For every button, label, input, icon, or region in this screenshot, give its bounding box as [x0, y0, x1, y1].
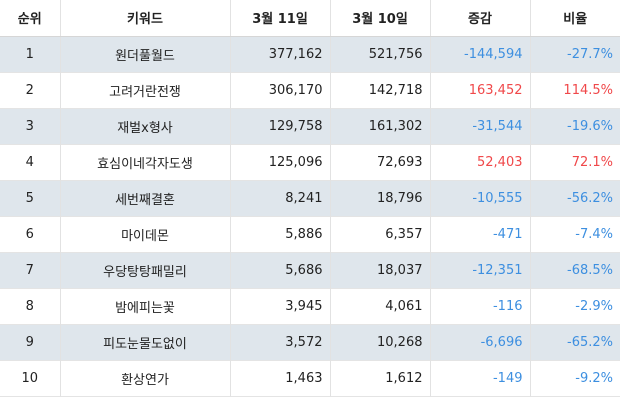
- keyword-cell: 우당탕탕패밀리: [60, 252, 231, 288]
- mar10-cell: 6,357: [330, 216, 431, 252]
- ratio-cell: -65.2%: [567, 334, 613, 350]
- keyword-cell: 피도눈물도없이: [60, 324, 231, 360]
- table-header: 순위 키워드 3월 11일 3월 10일 증감 비율: [0, 0, 620, 37]
- table-body: 1 원더풀월드 377,162 521,756 -144,594 -27.7% …: [0, 36, 620, 396]
- table-row[interactable]: 3 재벌x형사 129,758 161,302 -31,544 -19.6%: [0, 108, 620, 144]
- mar11-cell: 5,886: [230, 216, 331, 252]
- keyword-cell: 환상연가: [60, 360, 231, 396]
- rank-cell: 6: [0, 216, 61, 252]
- keyword-cell: 고려거란전쟁: [60, 72, 231, 108]
- mar11-cell: 3,572: [230, 324, 331, 360]
- table-row[interactable]: 9 피도눈물도없이 3,572 10,268 -6,696 -65.2%: [0, 324, 620, 360]
- table-row[interactable]: 2 고려거란전쟁 306,170 142,718 163,452 114.5%: [0, 72, 620, 108]
- mar11-cell: 5,686: [230, 252, 331, 288]
- change-cell: -149: [430, 360, 531, 396]
- mar11-cell: 3,945: [230, 288, 331, 324]
- rank-cell: 9: [0, 324, 61, 360]
- table-row[interactable]: 4 효심이네각자도생 125,096 72,693 52,403 72.1%: [0, 144, 620, 180]
- mar10-cell: 18,796: [330, 180, 431, 216]
- ratio-cell: -68.5%: [567, 262, 613, 278]
- mar10-cell: 72,693: [330, 144, 431, 180]
- mar11-cell: 8,241: [230, 180, 331, 216]
- table-row[interactable]: 1 원더풀월드 377,162 521,756 -144,594 -27.7%: [0, 36, 620, 72]
- change-cell: -12,351: [430, 252, 531, 288]
- rank-cell: 10: [0, 360, 61, 396]
- change-cell: -116: [430, 288, 531, 324]
- table-row[interactable]: 6 마이데몬 5,886 6,357 -471 -7.4%: [0, 216, 620, 252]
- change-cell: -10,555: [430, 180, 531, 216]
- header-keyword[interactable]: 키워드: [60, 0, 231, 37]
- mar10-cell: 161,302: [330, 108, 431, 144]
- ratio-cell: 72.1%: [571, 154, 613, 170]
- mar11-cell: 306,170: [230, 72, 331, 108]
- header-mar11[interactable]: 3월 11일: [230, 0, 331, 37]
- rank-cell: 7: [0, 252, 61, 288]
- keyword-cell: 세번째결혼: [60, 180, 231, 216]
- change-cell: 163,452: [430, 72, 531, 108]
- change-cell: -144,594: [430, 36, 531, 72]
- table-row[interactable]: 5 세번째결혼 8,241 18,796 -10,555 -56.2%: [0, 180, 620, 216]
- header-change[interactable]: 증감: [430, 0, 531, 37]
- ratio-cell: -27.7%: [567, 46, 613, 62]
- change-cell: -471: [430, 216, 531, 252]
- ratio-cell: -19.6%: [567, 118, 613, 134]
- ratio-cell: -7.4%: [575, 226, 613, 242]
- mar11-cell: 1,463: [230, 360, 331, 396]
- mar10-cell: 18,037: [330, 252, 431, 288]
- rank-cell: 5: [0, 180, 61, 216]
- rank-cell: 1: [0, 36, 61, 72]
- keyword-cell: 마이데몬: [60, 216, 231, 252]
- mar11-cell: 125,096: [230, 144, 331, 180]
- mar10-cell: 521,756: [330, 36, 431, 72]
- mar11-cell: 129,758: [230, 108, 331, 144]
- ratio-cell: 114.5%: [563, 82, 613, 98]
- table-row[interactable]: 8 밤에피는꽃 3,945 4,061 -116 -2.9%: [0, 288, 620, 324]
- ratio-cell: -9.2%: [575, 370, 613, 386]
- mar10-cell: 142,718: [330, 72, 431, 108]
- rank-cell: 2: [0, 72, 61, 108]
- rank-cell: 3: [0, 108, 61, 144]
- change-cell: -31,544: [430, 108, 531, 144]
- keyword-cell: 효심이네각자도생: [60, 144, 231, 180]
- change-cell: -6,696: [430, 324, 531, 360]
- header-row: 순위 키워드 3월 11일 3월 10일 증감 비율: [0, 0, 620, 37]
- keyword-cell: 원더풀월드: [60, 36, 231, 72]
- ratio-cell: -56.2%: [567, 190, 613, 206]
- keyword-cell: 밤에피는꽃: [60, 288, 231, 324]
- header-rank[interactable]: 순위: [0, 0, 61, 37]
- mar10-cell: 4,061: [330, 288, 431, 324]
- keyword-cell: 재벌x형사: [60, 108, 231, 144]
- mar10-cell: 1,612: [330, 360, 431, 396]
- table-row[interactable]: 10 환상연가 1,463 1,612 -149 -9.2%: [0, 360, 620, 396]
- header-mar10[interactable]: 3월 10일: [330, 0, 431, 37]
- ratio-cell: -2.9%: [575, 298, 613, 314]
- table-row[interactable]: 7 우당탕탕패밀리 5,686 18,037 -12,351 -68.5%: [0, 252, 620, 288]
- change-cell: 52,403: [430, 144, 531, 180]
- mar11-cell: 377,162: [230, 36, 331, 72]
- header-ratio[interactable]: 비율: [530, 0, 620, 37]
- rank-cell: 8: [0, 288, 61, 324]
- rank-cell: 4: [0, 144, 61, 180]
- mar10-cell: 10,268: [330, 324, 431, 360]
